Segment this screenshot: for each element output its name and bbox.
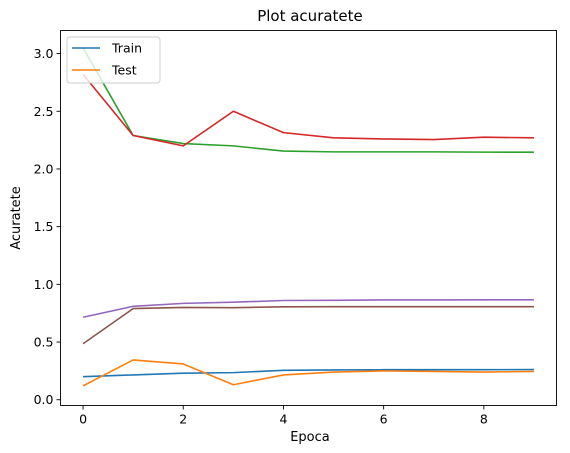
- y-tick-label: 1.5: [34, 219, 54, 234]
- legend: Train Test: [66, 36, 161, 84]
- x-tick-label: 6: [380, 412, 388, 427]
- y-tick-label: 2.5: [34, 104, 54, 119]
- series-line-0: [83, 368, 534, 378]
- y-tick-label: 3.0: [34, 46, 54, 61]
- series-line-5: [82, 305, 534, 345]
- y-axis-label: Acuratete: [9, 186, 24, 250]
- series-line-1: [82, 359, 534, 387]
- x-tick-label: 4: [279, 412, 287, 427]
- series-line-3: [82, 73, 534, 147]
- legend-test-label: Test: [111, 63, 137, 78]
- series-line-4: [82, 299, 534, 319]
- x-tick-label: 2: [179, 412, 187, 427]
- legend-train-label: Train: [111, 41, 142, 56]
- y-tick-label: 0.0: [34, 392, 54, 407]
- y-tick-label: 2.0: [34, 161, 54, 176]
- y-tick-label: 1.0: [34, 277, 54, 292]
- series-line-2: [82, 47, 534, 154]
- x-tick-label: 0: [79, 412, 87, 427]
- series-layer: [82, 47, 534, 387]
- x-axis: 0 2 4 6 8: [79, 405, 488, 427]
- y-axis: 0.0 0.5 1.0 1.5 2.0 2.5 3.0: [34, 46, 61, 407]
- x-axis-label: Epoca: [290, 430, 330, 445]
- chart-title: Plot acuratete: [257, 7, 363, 25]
- x-tick-label: 8: [480, 412, 488, 427]
- y-tick-label: 0.5: [34, 335, 54, 350]
- plot-frame: [60, 30, 557, 406]
